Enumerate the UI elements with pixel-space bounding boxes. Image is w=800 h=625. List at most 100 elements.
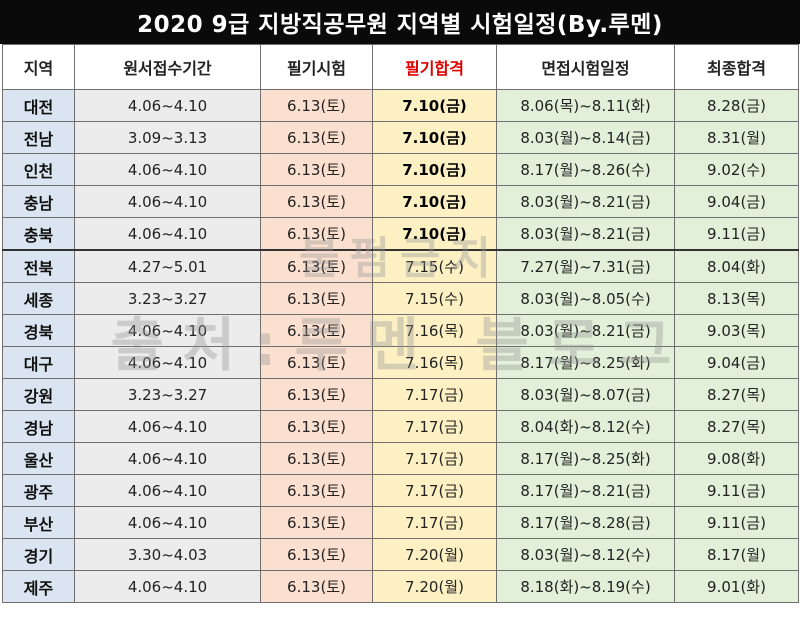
region-cell: 강원 [2, 378, 75, 411]
written-pass-cell: 7.15(수) [372, 282, 497, 315]
written-pass-cell: 7.15(수) [372, 249, 497, 283]
interview-cell: 8.03(월)~8.14(금) [496, 121, 675, 154]
region-cell: 대전 [2, 89, 75, 122]
written-pass-cell: 7.20(월) [372, 538, 497, 571]
written-cell: 6.13(토) [260, 249, 373, 283]
written-cell: 6.13(토) [260, 153, 373, 186]
application-cell: 3.30~4.03 [74, 538, 261, 571]
region-cell: 전남 [2, 121, 75, 154]
final-cell: 8.31(월) [674, 121, 799, 154]
region-cell: 경북 [2, 314, 75, 347]
interview-cell: 8.04(화)~8.12(수) [496, 410, 675, 443]
page-title: 2020 9급 지방직공무원 지역별 시험일정(By.루멘) [0, 0, 800, 44]
written-pass-cell: 7.10(금) [372, 185, 497, 218]
written-pass-cell: 7.17(금) [372, 442, 497, 475]
interview-cell: 8.18(화)~8.19(수) [496, 570, 675, 603]
interview-cell: 8.17(월)~8.21(금) [496, 474, 675, 507]
region-cell: 광주 [2, 474, 75, 507]
written-pass-cell: 7.20(월) [372, 570, 497, 603]
written-pass-cell: 7.17(금) [372, 378, 497, 411]
written-pass-cell: 7.17(금) [372, 474, 497, 507]
final-cell: 8.13(목) [674, 282, 799, 315]
application-cell: 4.06~4.10 [74, 217, 261, 251]
interview-cell: 8.03(월)~8.07(금) [496, 378, 675, 411]
written-cell: 6.13(토) [260, 410, 373, 443]
written-cell: 6.13(토) [260, 121, 373, 154]
written-cell: 6.13(토) [260, 538, 373, 571]
written-cell: 6.13(토) [260, 474, 373, 507]
written-cell: 6.13(토) [260, 314, 373, 347]
interview-cell: 8.03(월)~8.21(금) [496, 217, 675, 251]
interview-cell: 8.03(월)~8.12(수) [496, 538, 675, 571]
application-cell: 4.06~4.10 [74, 474, 261, 507]
written-pass-cell: 7.16(목) [372, 346, 497, 379]
written-pass-cell: 7.10(금) [372, 217, 497, 251]
interview-cell: 8.17(월)~8.26(수) [496, 153, 675, 186]
final-cell: 9.08(화) [674, 442, 799, 475]
application-cell: 4.06~4.10 [74, 506, 261, 539]
table-row: 강원 3.23~3.27 6.13(토) 7.17(금) 8.03(월)~8.0… [2, 378, 799, 411]
written-cell: 6.13(토) [260, 442, 373, 475]
written-cell: 6.13(토) [260, 185, 373, 218]
final-cell: 9.04(금) [674, 185, 799, 218]
region-cell: 전북 [2, 249, 75, 283]
application-cell: 4.06~4.10 [74, 346, 261, 379]
header-region: 지역 [2, 44, 75, 90]
region-cell: 충남 [2, 185, 75, 218]
final-cell: 8.28(금) [674, 89, 799, 122]
written-cell: 6.13(토) [260, 282, 373, 315]
application-cell: 4.06~4.10 [74, 89, 261, 122]
table-row: 부산 4.06~4.10 6.13(토) 7.17(금) 8.17(월)~8.2… [2, 506, 799, 539]
region-cell: 부산 [2, 506, 75, 539]
header-written: 필기시험 [260, 44, 373, 90]
application-cell: 4.06~4.10 [74, 185, 261, 218]
written-cell: 6.13(토) [260, 89, 373, 122]
interview-cell: 8.03(월)~8.21(금) [496, 314, 675, 347]
schedule-table: 지역 원서접수기간 필기시험 필기합격 면접시험일정 최종합격 대전 4.06~… [2, 44, 799, 603]
final-cell: 9.03(목) [674, 314, 799, 347]
header-row: 지역 원서접수기간 필기시험 필기합격 면접시험일정 최종합격 [2, 44, 799, 90]
region-cell: 경기 [2, 538, 75, 571]
region-cell: 세종 [2, 282, 75, 315]
table-row: 제주 4.06~4.10 6.13(토) 7.20(월) 8.18(화)~8.1… [2, 570, 799, 603]
table-row: 광주 4.06~4.10 6.13(토) 7.17(금) 8.17(월)~8.2… [2, 474, 799, 507]
interview-cell: 8.17(월)~8.25(화) [496, 346, 675, 379]
header-written-pass: 필기합격 [372, 44, 497, 90]
application-cell: 3.23~3.27 [74, 378, 261, 411]
region-cell: 경남 [2, 410, 75, 443]
final-cell: 9.04(금) [674, 346, 799, 379]
interview-cell: 8.06(목)~8.11(화) [496, 89, 675, 122]
table-row: 대전 4.06~4.10 6.13(토) 7.10(금) 8.06(목)~8.1… [2, 89, 799, 122]
application-cell: 3.09~3.13 [74, 121, 261, 154]
table-row: 경남 4.06~4.10 6.13(토) 7.17(금) 8.04(화)~8.1… [2, 410, 799, 443]
final-cell: 8.27(목) [674, 410, 799, 443]
header-application: 원서접수기간 [74, 44, 261, 90]
application-cell: 4.06~4.10 [74, 410, 261, 443]
application-cell: 3.23~3.27 [74, 282, 261, 315]
region-cell: 인천 [2, 153, 75, 186]
final-cell: 9.11(금) [674, 506, 799, 539]
table-row: 울산 4.06~4.10 6.13(토) 7.17(금) 8.17(월)~8.2… [2, 442, 799, 475]
region-cell: 제주 [2, 570, 75, 603]
region-cell: 울산 [2, 442, 75, 475]
written-cell: 6.13(토) [260, 217, 373, 251]
final-cell: 8.17(월) [674, 538, 799, 571]
application-cell: 4.06~4.10 [74, 153, 261, 186]
table-row: 대구 4.06~4.10 6.13(토) 7.16(목) 8.17(월)~8.2… [2, 346, 799, 379]
table-row: 경북 4.06~4.10 6.13(토) 7.16(목) 8.03(월)~8.2… [2, 314, 799, 347]
application-cell: 4.06~4.10 [74, 570, 261, 603]
table-row: 인천 4.06~4.10 6.13(토) 7.10(금) 8.17(월)~8.2… [2, 153, 799, 186]
written-cell: 6.13(토) [260, 506, 373, 539]
written-pass-cell: 7.10(금) [372, 121, 497, 154]
written-cell: 6.13(토) [260, 378, 373, 411]
application-cell: 4.06~4.10 [74, 314, 261, 347]
application-cell: 4.06~4.10 [74, 442, 261, 475]
table-row: 충남 4.06~4.10 6.13(토) 7.10(금) 8.03(월)~8.2… [2, 185, 799, 218]
table-row: 전북 4.27~5.01 6.13(토) 7.15(수) 7.27(월)~7.3… [2, 249, 799, 283]
final-cell: 9.01(화) [674, 570, 799, 603]
interview-cell: 7.27(월)~7.31(금) [496, 249, 675, 283]
interview-cell: 8.03(월)~8.05(수) [496, 282, 675, 315]
written-pass-cell: 7.10(금) [372, 153, 497, 186]
header-interview: 면접시험일정 [496, 44, 675, 90]
table-row: 세종 3.23~3.27 6.13(토) 7.15(수) 8.03(월)~8.0… [2, 282, 799, 315]
